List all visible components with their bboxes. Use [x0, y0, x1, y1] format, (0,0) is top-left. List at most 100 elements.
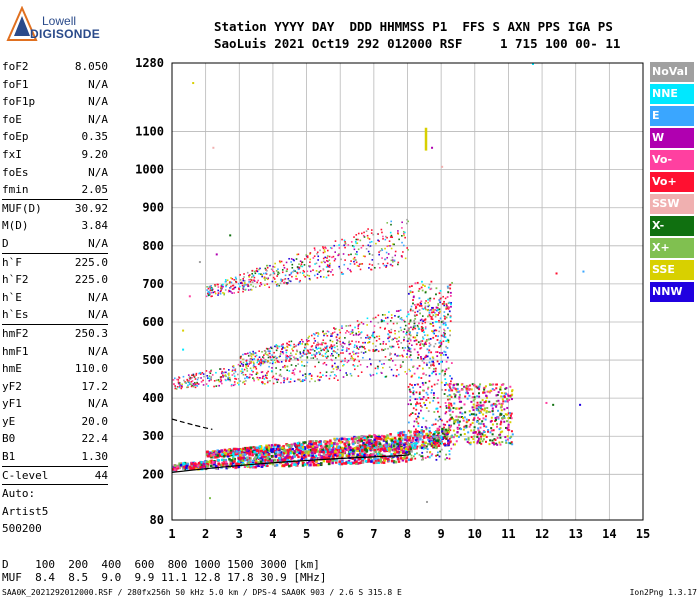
echo-point	[244, 458, 247, 462]
echo-point	[328, 377, 331, 380]
echo-point	[332, 255, 335, 258]
echo-point	[390, 346, 393, 349]
echo-point	[324, 246, 326, 249]
legend-item-ssw: SSW	[650, 194, 694, 214]
echo-point	[264, 453, 267, 457]
echo-point	[261, 463, 264, 467]
echo-point	[241, 358, 244, 361]
echo-point	[360, 331, 363, 333]
echo-point	[304, 441, 307, 444]
echo-point	[445, 308, 447, 310]
echo-point	[418, 391, 421, 394]
echo-point	[246, 370, 249, 372]
echo-point	[510, 441, 513, 444]
echo-point	[429, 438, 431, 441]
echo-point	[422, 447, 425, 450]
echo-point	[295, 364, 297, 367]
echo-point	[402, 244, 405, 247]
echo-point	[232, 366, 235, 369]
echo-point	[409, 399, 412, 402]
echo-point	[197, 377, 200, 379]
echo-point	[383, 459, 387, 462]
echo-point	[329, 346, 331, 349]
echo-point	[482, 423, 485, 426]
echo-point	[308, 373, 310, 375]
echo-point	[390, 331, 393, 334]
echo-point	[397, 447, 401, 451]
echo-point	[476, 395, 479, 398]
echo-point	[488, 400, 491, 403]
echo-point	[416, 445, 419, 448]
echo-point	[362, 346, 365, 349]
echo-point	[424, 302, 427, 305]
echo-point	[404, 324, 407, 327]
echo-point	[274, 452, 277, 455]
echo-point	[579, 403, 582, 406]
echo-point	[366, 366, 369, 368]
echo-point	[388, 331, 391, 334]
echo-point	[472, 441, 475, 444]
echo-point	[435, 351, 437, 353]
echo-point	[397, 433, 401, 437]
echo-point	[500, 421, 503, 424]
echo-point	[354, 253, 357, 255]
echo-point	[407, 458, 411, 462]
echo-point	[394, 332, 396, 335]
echo-point	[297, 444, 301, 447]
echo-point	[313, 350, 316, 352]
echo-point	[317, 255, 320, 258]
echo-point	[424, 457, 427, 459]
echo-point	[397, 310, 400, 312]
echo-point	[378, 240, 380, 242]
echo-point	[425, 391, 428, 394]
echo-point	[414, 383, 416, 386]
echo-point	[310, 374, 313, 377]
echo-point	[364, 448, 367, 451]
echo-point	[447, 398, 449, 401]
param-separator	[2, 465, 108, 467]
echo-point	[431, 445, 434, 448]
echo-point	[451, 389, 454, 392]
echo-point	[415, 430, 418, 433]
echo-point	[234, 377, 236, 380]
echo-point	[409, 391, 412, 393]
echo-point	[307, 352, 309, 355]
echo-point	[300, 265, 302, 267]
echo-point	[267, 447, 271, 450]
echo-point	[270, 455, 274, 458]
echo-point	[471, 406, 474, 409]
echo-point	[229, 451, 233, 455]
echo-point	[346, 374, 348, 376]
echo-point	[265, 462, 268, 466]
echo-point	[445, 453, 448, 456]
echo-point	[390, 453, 393, 456]
echo-point	[404, 447, 408, 450]
echo-point	[370, 268, 373, 271]
echo-point	[365, 336, 367, 339]
echo-point	[246, 460, 250, 463]
echo-point	[394, 330, 396, 332]
echo-point	[317, 333, 320, 335]
echo-point	[499, 427, 502, 430]
echo-point	[409, 319, 412, 322]
echo-point	[426, 393, 429, 396]
echo-point	[332, 371, 334, 373]
echo-point	[298, 446, 301, 450]
echo-point	[455, 407, 458, 410]
echo-point	[266, 377, 268, 380]
echo-point	[448, 407, 451, 410]
echo-point	[405, 333, 408, 336]
echo-point	[243, 273, 245, 275]
echo-point	[413, 324, 415, 327]
echo-point	[351, 340, 353, 342]
echo-point	[271, 367, 273, 369]
echo-point	[376, 436, 380, 439]
param-row-foes: foEs N/A	[2, 164, 108, 182]
echo-point	[306, 270, 309, 273]
echo-point	[272, 265, 274, 268]
x-tick-label: 8	[404, 527, 411, 541]
param-separator	[2, 323, 108, 325]
echo-point	[505, 420, 508, 423]
echo-point	[397, 233, 399, 235]
echo-point	[497, 416, 500, 419]
